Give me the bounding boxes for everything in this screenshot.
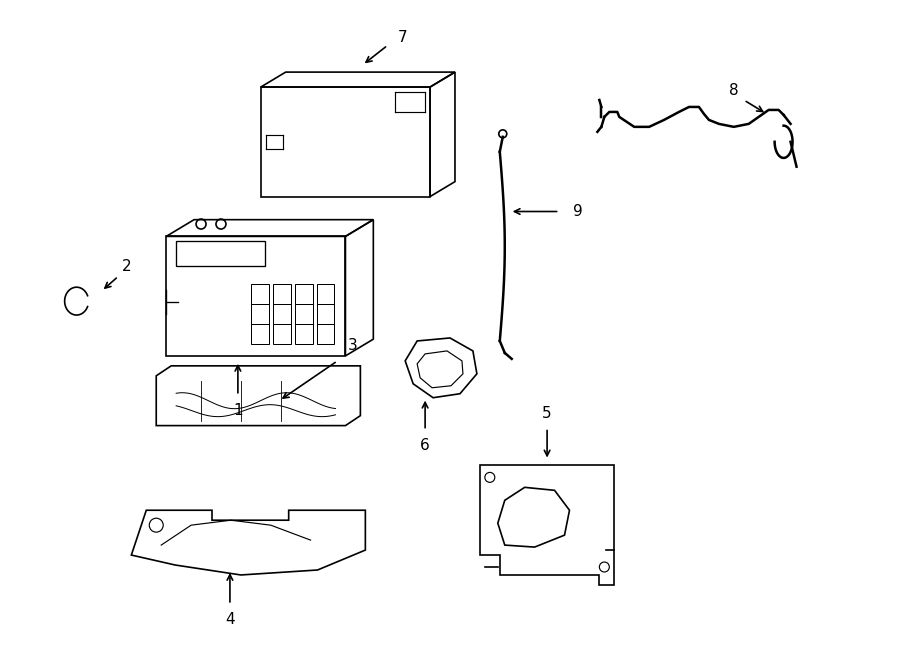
- Text: 2: 2: [122, 258, 131, 274]
- Text: 9: 9: [572, 204, 582, 219]
- Text: 3: 3: [347, 338, 357, 354]
- Text: 8: 8: [729, 83, 739, 98]
- Text: 6: 6: [420, 438, 430, 453]
- Text: 4: 4: [225, 612, 235, 627]
- Text: 1: 1: [233, 403, 243, 418]
- Text: 7: 7: [398, 30, 408, 45]
- Text: 5: 5: [543, 406, 552, 421]
